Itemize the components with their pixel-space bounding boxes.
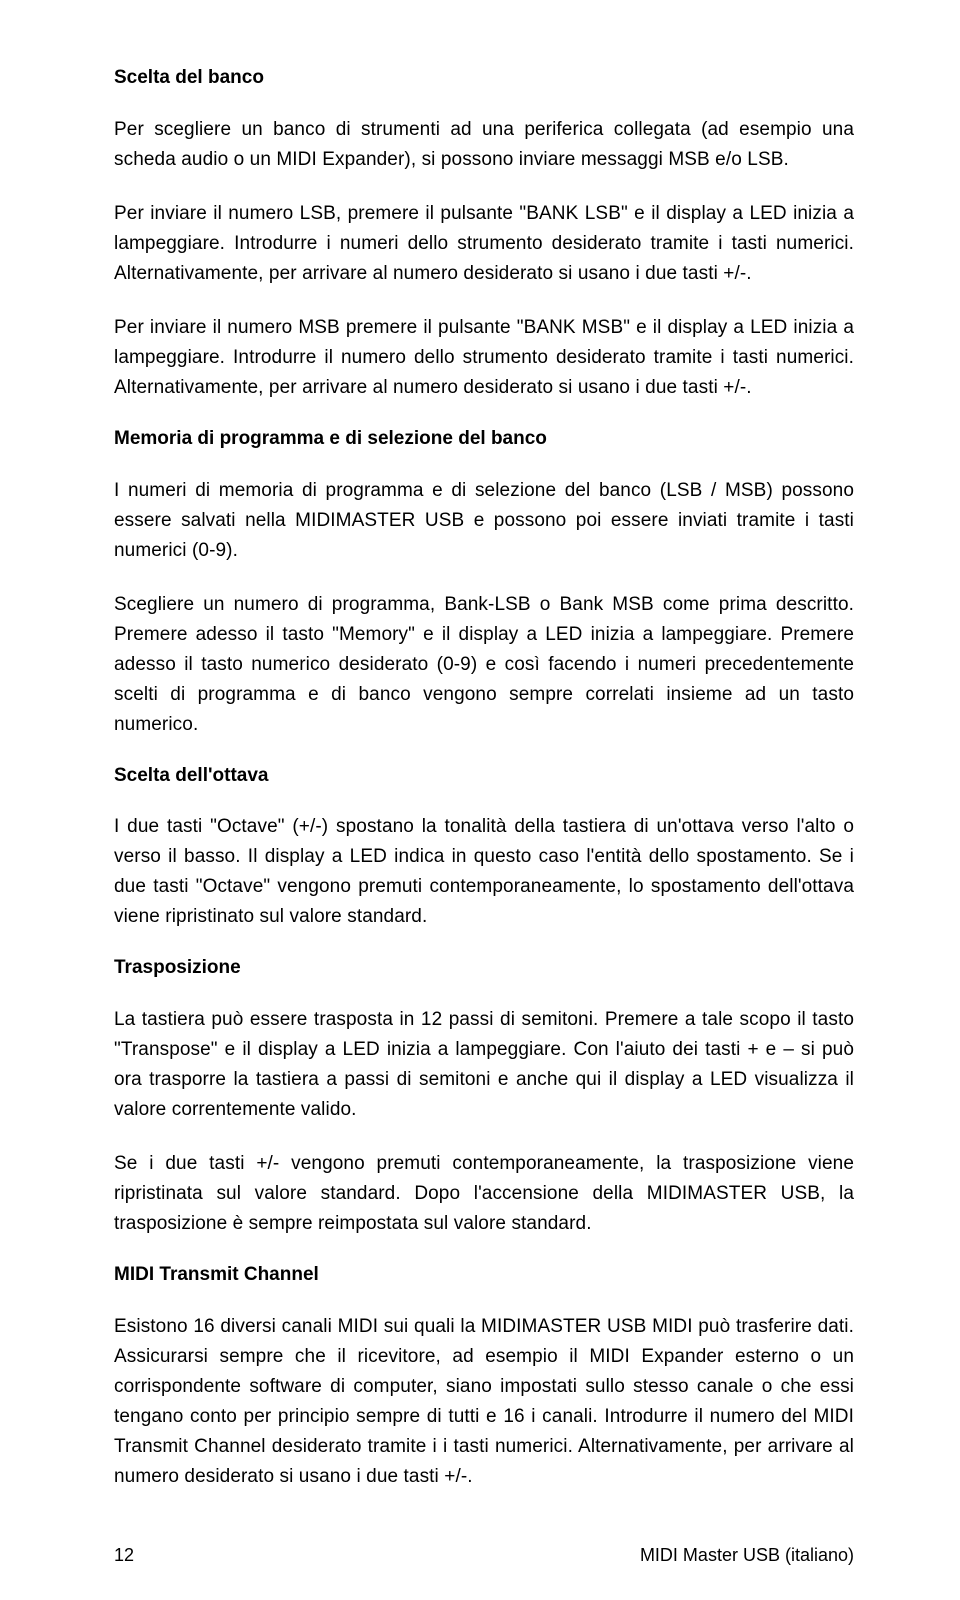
body-paragraph: I numeri di memoria di programma e di se… [114, 476, 854, 566]
body-paragraph: Scegliere un numero di programma, Bank-L… [114, 590, 854, 740]
body-paragraph: La tastiera può essere trasposta in 12 p… [114, 1005, 854, 1125]
body-paragraph: Esistono 16 diversi canali MIDI sui qual… [114, 1312, 854, 1492]
body-paragraph: Se i due tasti +/- vengono premuti conte… [114, 1149, 854, 1239]
body-paragraph: Per inviare il numero MSB premere il pul… [114, 313, 854, 403]
body-paragraph: Per scegliere un banco di strumenti ad u… [114, 115, 854, 175]
heading-scelta-ottava: Scelta dell'ottava [114, 764, 854, 789]
heading-scelta-del-banco: Scelta del banco [114, 66, 854, 91]
page-footer: 12 MIDI Master USB (italiano) [114, 1545, 854, 1566]
body-paragraph: Per inviare il numero LSB, premere il pu… [114, 199, 854, 289]
document-title: MIDI Master USB (italiano) [640, 1545, 854, 1566]
heading-trasposizione: Trasposizione [114, 956, 854, 981]
page-number: 12 [114, 1545, 134, 1566]
heading-memoria: Memoria di programma e di selezione del … [114, 427, 854, 452]
heading-midi-transmit-channel: MIDI Transmit Channel [114, 1263, 854, 1288]
document-page: Scelta del banco Per scegliere un banco … [0, 0, 960, 1600]
body-paragraph: I due tasti "Octave" (+/-) spostano la t… [114, 812, 854, 932]
